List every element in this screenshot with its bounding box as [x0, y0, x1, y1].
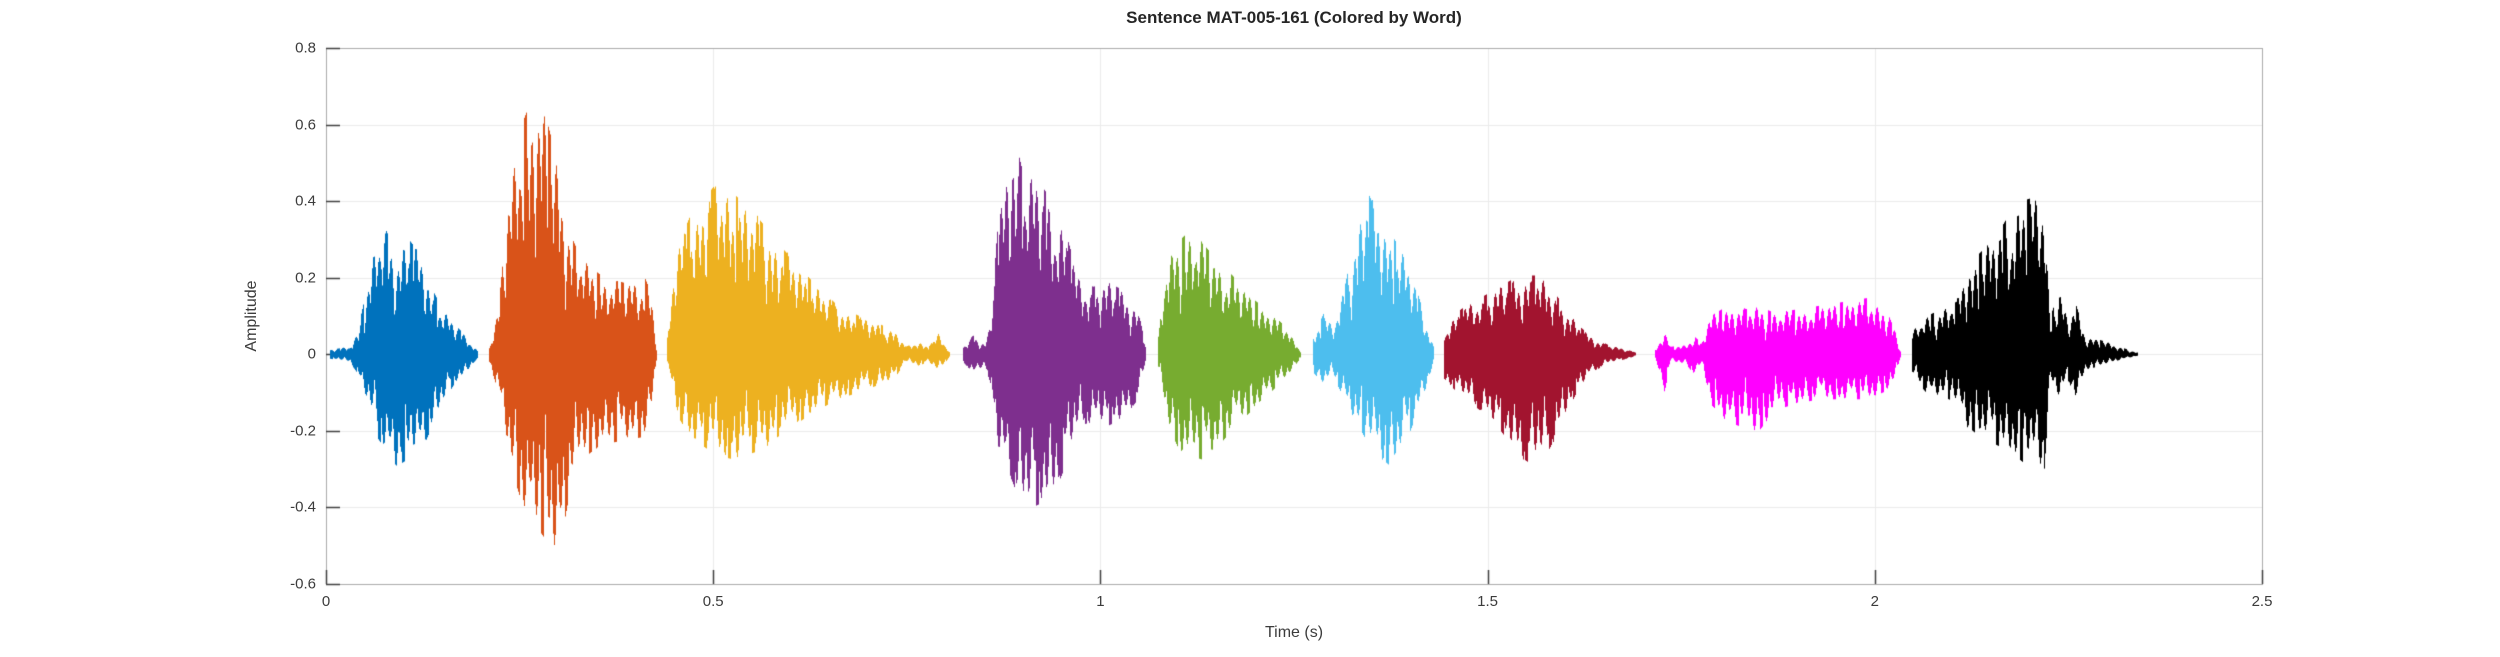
y-tick-label: -0.2 [290, 422, 316, 440]
x-tick-label: 1 [1096, 593, 1105, 610]
y-tick-label: 0.4 [295, 192, 316, 210]
y-tick-label: 0.8 [295, 39, 316, 57]
y-axis-label: Amplitude [243, 280, 260, 352]
x-tick-label: 2 [1870, 593, 1879, 610]
x-axis-label: Time (s) [1264, 624, 1324, 641]
x-tick-label: 2.5 [2251, 593, 2273, 610]
x-tick-label: 0.5 [702, 593, 724, 610]
y-tick-label: 0.6 [295, 116, 316, 134]
y-tick-label: -0.4 [290, 498, 316, 516]
x-tick-label: 0 [321, 593, 331, 610]
x-tick-label: 1.5 [1477, 593, 1499, 610]
chart-title: Sentence MAT-005-161 (Colored by Word) [1126, 8, 1462, 27]
y-tick-label: 0.2 [295, 269, 316, 287]
y-tick-label: 0 [307, 345, 316, 363]
y-tick-label: -0.6 [290, 575, 316, 593]
